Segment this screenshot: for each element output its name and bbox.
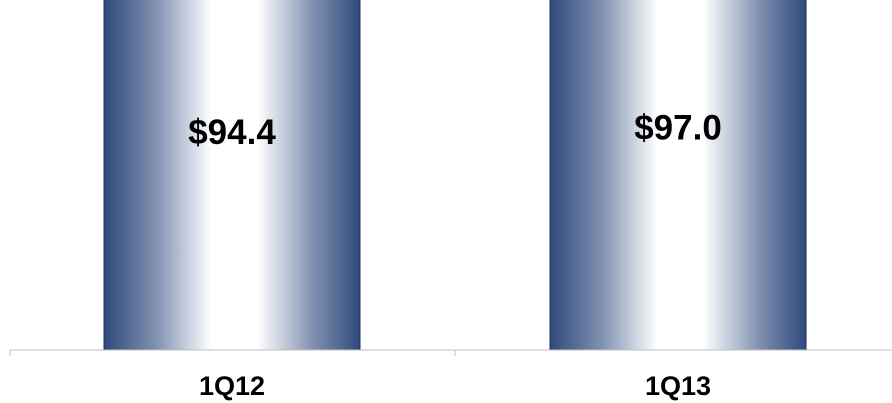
bar-1q12 <box>103 0 361 351</box>
bar-data-label-1q12: $94.4 <box>188 113 276 152</box>
bar-1q13 <box>549 0 807 351</box>
x-tick-label-1q12: 1Q12 <box>199 371 265 401</box>
bar-data-label-1q13: $97.0 <box>634 108 722 147</box>
x-tick-label-1q13: 1Q13 <box>645 371 711 401</box>
bars: $94.4 $97.0 <box>103 0 807 351</box>
